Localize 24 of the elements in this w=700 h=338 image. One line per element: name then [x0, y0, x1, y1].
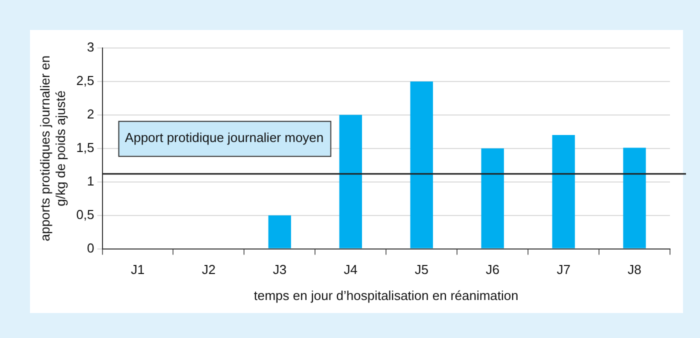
ref-line-label: Apport protidique journalier moyen [124, 130, 324, 145]
y-tick-label: 1 [87, 173, 94, 188]
y-tick-label: 2,5 [76, 73, 94, 88]
x-tick-label: J8 [628, 262, 642, 278]
y-tick-label: 1,5 [76, 140, 94, 155]
bar [339, 114, 362, 248]
bar [268, 215, 292, 248]
x-tick-label: J3 [272, 262, 287, 278]
x-tick-label: J6 [486, 262, 500, 278]
y-tick-label: 2 [87, 106, 94, 122]
bar [481, 148, 504, 248]
x-tick-label: J5 [414, 262, 428, 278]
x-tick-label: J7 [556, 262, 570, 278]
y-tick-label: 0,5 [76, 206, 94, 222]
bar [623, 148, 646, 248]
y-tick-label: 3 [87, 40, 94, 55]
x-tick-label: J2 [202, 262, 216, 278]
x-tick-label: J4 [344, 262, 358, 278]
bar [410, 81, 433, 248]
y-axis-title: apports protidiques journalier en g/kg de poids ajusté [37, 56, 68, 242]
y-tick-label: 0 [87, 240, 94, 256]
bar [552, 135, 575, 248]
x-tick-label: J1 [130, 262, 145, 278]
x-axis-title: temps en jour d’hospitalisation en réanimation [254, 288, 518, 303]
